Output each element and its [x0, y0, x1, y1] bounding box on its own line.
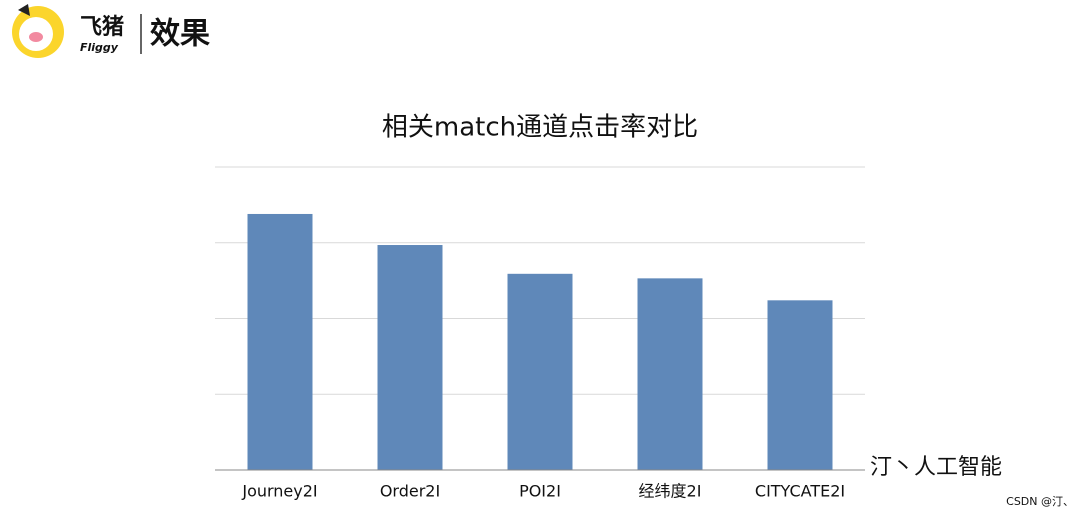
bar — [637, 278, 703, 470]
logo-ear — [18, 4, 30, 16]
bar — [767, 300, 833, 470]
bar — [507, 273, 573, 470]
logo-subtext: Fliggy — [80, 41, 119, 54]
chart-title: 相关match通道点击率对比 — [382, 113, 698, 143]
logo-text: 飞猪 — [80, 14, 124, 40]
bar — [247, 213, 313, 470]
logo-nose — [29, 32, 43, 42]
x-tick-label: Order2I — [380, 482, 440, 501]
x-tick-label: CITYCATE2I — [755, 482, 845, 501]
x-tick-label: POI2I — [519, 482, 561, 501]
x-tick-label: 经纬度2I — [639, 482, 702, 501]
header-title: 效果 — [150, 17, 210, 52]
watermark-credit: CSDN @汀、 — [1006, 495, 1074, 508]
bar — [377, 245, 443, 470]
logo — [12, 4, 64, 58]
x-tick-label: Journey2I — [241, 482, 317, 501]
watermark-text: 汀丶人工智能 — [870, 455, 1002, 480]
